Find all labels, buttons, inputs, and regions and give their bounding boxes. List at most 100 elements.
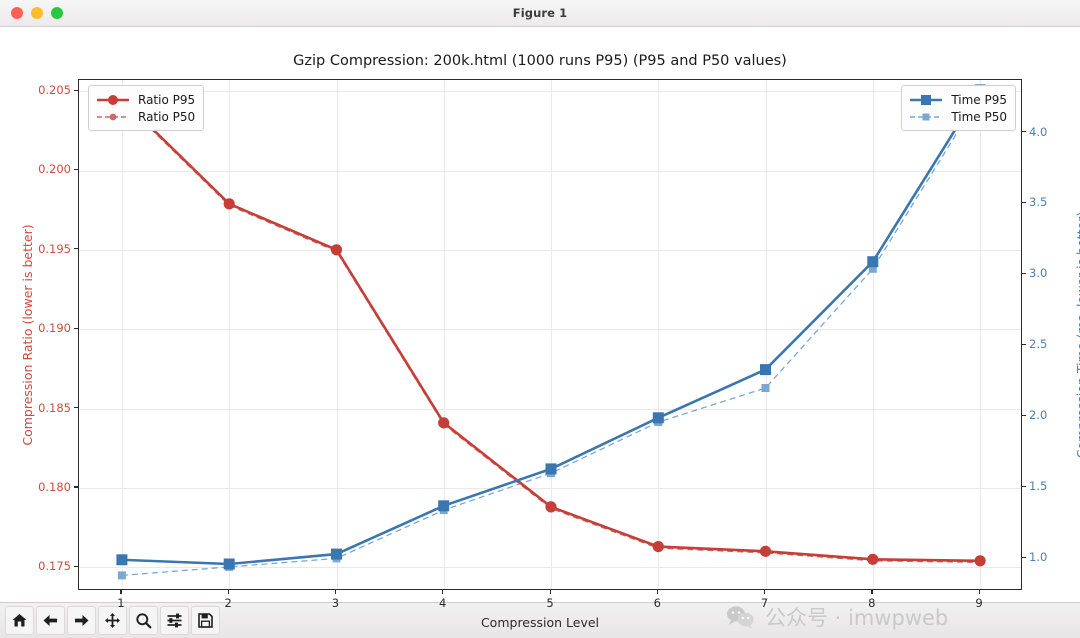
data-point-marker: [116, 554, 128, 566]
tick-mark: [1022, 556, 1026, 559]
series-line: [121, 100, 981, 564]
data-point-marker: [760, 364, 771, 376]
legend-label: Ratio P50: [138, 109, 196, 124]
y-tick-label-right: 3.0: [1029, 266, 1048, 281]
y-tick-label-right: 4.0: [1029, 124, 1048, 139]
close-button[interactable]: [11, 7, 23, 19]
home-button[interactable]: [5, 606, 34, 635]
x-tick-label: 7: [760, 596, 769, 610]
y-tick-label-right: 2.0: [1029, 408, 1048, 423]
x-tick-label: 1: [117, 596, 125, 610]
back-button[interactable]: [36, 606, 65, 635]
x-axis-label: Compression Level: [480, 615, 600, 630]
tick-mark: [227, 590, 229, 594]
grid-line-horizontal: [79, 329, 1021, 331]
forward-button[interactable]: [67, 606, 96, 635]
y-tick-label-right: 1.0: [1029, 550, 1048, 565]
data-point-marker: [974, 555, 986, 567]
grid-line-horizontal: [79, 408, 1021, 410]
plot-area[interactable]: [78, 79, 1022, 590]
ratio-p50-key-icon: [97, 113, 129, 120]
y-tick-label-left: 0.185: [38, 400, 71, 415]
x-tick-label: 3: [331, 596, 340, 610]
tick-mark: [74, 486, 78, 488]
data-point-marker: [438, 417, 450, 429]
series-line: [121, 95, 981, 577]
pan-move-icon: [105, 613, 120, 628]
x-tick-label: 4: [439, 596, 447, 610]
legend-item[interactable]: Time P50: [908, 108, 1007, 125]
grid-line-horizontal: [79, 91, 1021, 93]
series-line: [120, 98, 981, 563]
tick-mark: [74, 89, 78, 91]
tick-mark: [442, 590, 444, 594]
minimize-button[interactable]: [31, 7, 43, 19]
data-point-marker: [761, 384, 770, 392]
legend-label: Ratio P95: [138, 92, 196, 107]
figure-canvas: Gzip Compression: 200k.html (1000 runs P…: [0, 27, 1080, 630]
pan-button[interactable]: [98, 606, 127, 635]
tick-mark: [74, 327, 78, 329]
series-lines: [116, 84, 986, 580]
save-button[interactable]: [191, 606, 220, 635]
back-arrow-icon: [43, 615, 57, 626]
x-tick-label: 9: [975, 596, 983, 610]
data-point-marker: [545, 501, 557, 513]
data-point-marker: [867, 256, 879, 268]
home-icon: [12, 614, 27, 627]
maximize-button[interactable]: [51, 7, 63, 19]
grid-line-vertical: [658, 80, 660, 589]
grid-line-vertical: [980, 80, 982, 589]
y-tick-label-left: 0.190: [38, 321, 71, 336]
tick-mark: [978, 590, 980, 594]
data-point-marker: [223, 558, 235, 570]
grid-line-vertical: [229, 80, 231, 589]
tick-mark: [334, 590, 337, 594]
grid-line-vertical: [551, 80, 552, 589]
data-point-marker: [438, 500, 450, 512]
data-point-marker: [652, 541, 664, 553]
grid-line-horizontal: [79, 170, 1021, 172]
configure-subplots-button[interactable]: [160, 606, 189, 635]
legend-time[interactable]: Time P95 Time P50: [901, 85, 1016, 131]
tick-mark: [74, 565, 78, 567]
data-point-marker: [331, 548, 342, 560]
data-point-marker: [867, 553, 879, 565]
legend-label: Time P95: [951, 92, 1007, 107]
y-tick-label-left: 0.175: [38, 559, 71, 574]
save-floppy-icon: [198, 613, 213, 628]
data-point-marker: [330, 244, 343, 256]
legend-item[interactable]: Ratio P50: [95, 108, 195, 125]
legend-item[interactable]: Time P95: [908, 91, 1007, 108]
grid-line-horizontal: [79, 487, 1021, 489]
zoom-magnifier-icon: [136, 613, 152, 629]
y-tick-label-left: 0.195: [38, 241, 71, 256]
grid-line-horizontal: [79, 567, 1021, 569]
tick-mark: [120, 590, 122, 594]
window-controls: [0, 7, 63, 19]
y-axis-right-label: Compression Time (ms, lower is better): [1074, 211, 1080, 458]
tick-mark: [1022, 414, 1026, 417]
grid-line-vertical: [121, 80, 123, 589]
y-tick-label-right: 2.5: [1029, 337, 1048, 352]
tick-mark: [764, 590, 766, 594]
tick-mark: [74, 248, 78, 250]
data-point-marker: [223, 198, 235, 210]
tick-mark: [74, 168, 78, 171]
tick-mark: [1022, 485, 1026, 488]
chart-title: Gzip Compression: 200k.html (1000 runs P…: [293, 53, 787, 69]
zoom-button[interactable]: [129, 606, 158, 635]
x-tick-label: 2: [224, 596, 232, 610]
configure-subplots-icon: [167, 613, 182, 628]
y-tick-label-right: 3.5: [1029, 195, 1048, 210]
legend-item[interactable]: Ratio P95: [95, 91, 195, 108]
series-line: [121, 89, 982, 566]
legend-ratio[interactable]: Ratio P95 Ratio P50: [88, 85, 205, 131]
x-tick-label: 5: [546, 596, 554, 610]
data-point-marker: [117, 571, 126, 580]
data-point-marker: [868, 264, 877, 273]
navigation-toolbar: [0, 602, 1080, 638]
tick-mark: [656, 590, 658, 594]
tick-mark: [871, 590, 873, 594]
